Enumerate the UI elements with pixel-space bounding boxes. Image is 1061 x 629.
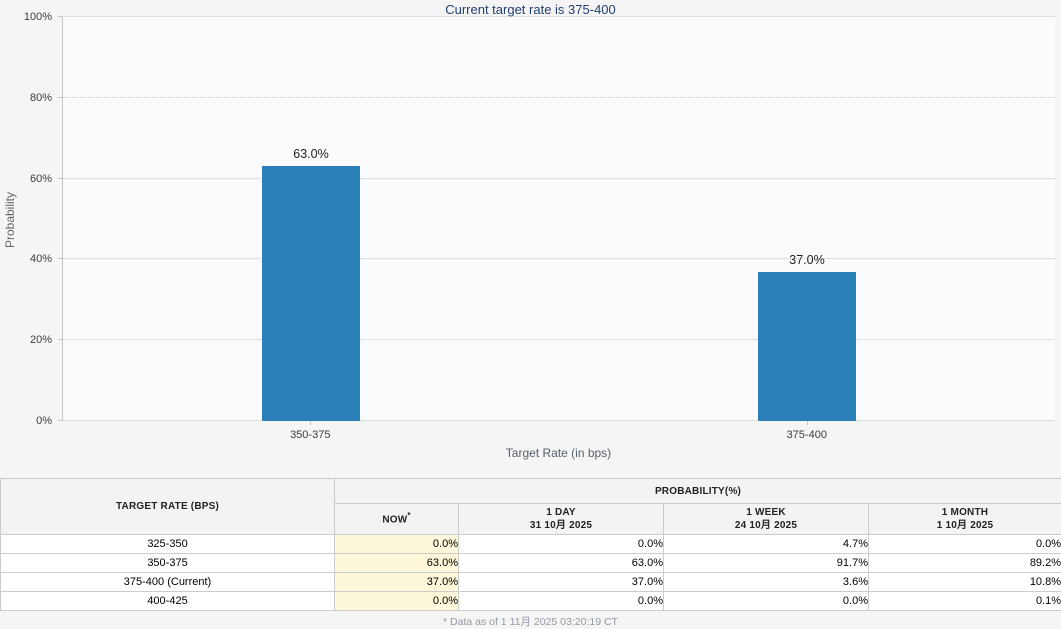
col-header-now: NOW* bbox=[335, 504, 459, 535]
now-probability-cell: 0.0% bbox=[335, 592, 459, 611]
rate-cell: 325-350 bbox=[1, 535, 335, 554]
y-tick-mark bbox=[58, 97, 62, 98]
y-tick-label: 0% bbox=[36, 415, 52, 427]
probability-cell: 3.6% bbox=[664, 573, 869, 592]
probability-cell: 0.0% bbox=[869, 535, 1061, 554]
col-header-1day-date: 31 10月 2025 bbox=[459, 519, 663, 532]
col-header-now-label: NOW bbox=[382, 515, 407, 526]
probability-cell: 0.0% bbox=[664, 592, 869, 611]
y-tick-label: 60% bbox=[30, 173, 52, 185]
y-tick-label: 80% bbox=[30, 92, 52, 104]
col-header-1week-label: 1 WEEK bbox=[664, 506, 868, 519]
y-tick-mark bbox=[58, 178, 62, 179]
rate-cell: 400-425 bbox=[1, 592, 335, 611]
y-tick-mark bbox=[58, 258, 62, 259]
table-row: 375-400 (Current)37.0%37.0%3.6%10.8% bbox=[1, 573, 1061, 592]
col-header-1month-date: 1 10月 2025 bbox=[869, 519, 1061, 532]
probability-cell: 10.8% bbox=[869, 573, 1061, 592]
y-axis-labels: 0%20%40%60%80%100% bbox=[0, 17, 62, 421]
now-probability-cell: 0.0% bbox=[335, 535, 459, 554]
x-tick-mark bbox=[310, 421, 311, 425]
y-tick-mark bbox=[58, 339, 62, 340]
bar-375-400[interactable] bbox=[758, 272, 856, 421]
probability-cell: 4.7% bbox=[664, 535, 869, 554]
probability-table: TARGET RATE (BPS) PROBABILITY(%) NOW* 1 … bbox=[0, 478, 1061, 611]
col-header-1month: 1 MONTH 1 10月 2025 bbox=[869, 504, 1061, 535]
plot-area: 63.0% 37.0% bbox=[62, 17, 1055, 421]
x-tick-label: 375-400 bbox=[559, 429, 1056, 441]
probability-cell: 89.2% bbox=[869, 554, 1061, 573]
bar-value-label: 63.0% bbox=[63, 147, 559, 161]
rate-cell: 375-400 (Current) bbox=[1, 573, 335, 592]
probability-cell: 0.1% bbox=[869, 592, 1061, 611]
x-axis-title: Target Rate (in bps) bbox=[62, 446, 1055, 460]
bar-slot: 37.0% bbox=[559, 17, 1055, 421]
col-header-target-rate: TARGET RATE (BPS) bbox=[1, 479, 335, 535]
y-tick-label: 40% bbox=[30, 253, 52, 265]
col-header-1day: 1 DAY 31 10月 2025 bbox=[459, 504, 664, 535]
x-tick-label: 350-375 bbox=[62, 429, 559, 441]
probability-cell: 91.7% bbox=[664, 554, 869, 573]
now-probability-cell: 63.0% bbox=[335, 554, 459, 573]
data-as-of-note: * Data as of 1 11月 2025 03:20:19 CT bbox=[0, 611, 1061, 629]
col-header-1week: 1 WEEK 24 10月 2025 bbox=[664, 504, 869, 535]
bar-slot: 63.0% bbox=[63, 17, 559, 421]
rate-probability-chart: Current target rate is 375-400 Q bbox=[0, 0, 1061, 478]
col-header-now-asterisk: * bbox=[407, 511, 410, 520]
x-tick-mark bbox=[807, 421, 808, 425]
probability-cell: 0.0% bbox=[459, 535, 664, 554]
probability-cell: 0.0% bbox=[459, 592, 664, 611]
probability-cell: 63.0% bbox=[459, 554, 664, 573]
col-header-1day-label: 1 DAY bbox=[459, 506, 663, 519]
col-header-probability: PROBABILITY(%) bbox=[335, 479, 1061, 504]
bar-350-375[interactable] bbox=[262, 166, 360, 421]
y-tick-label: 20% bbox=[30, 334, 52, 346]
col-header-1month-label: 1 MONTH bbox=[869, 506, 1061, 519]
y-tick-label: 100% bbox=[24, 11, 52, 23]
rate-cell: 350-375 bbox=[1, 554, 335, 573]
now-probability-cell: 37.0% bbox=[335, 573, 459, 592]
y-tick-mark bbox=[58, 16, 62, 17]
probability-cell: 37.0% bbox=[459, 573, 664, 592]
col-header-1week-date: 24 10月 2025 bbox=[664, 519, 868, 532]
bar-value-label: 37.0% bbox=[559, 253, 1055, 267]
chart-title: Current target rate is 375-400 bbox=[0, 2, 1061, 17]
